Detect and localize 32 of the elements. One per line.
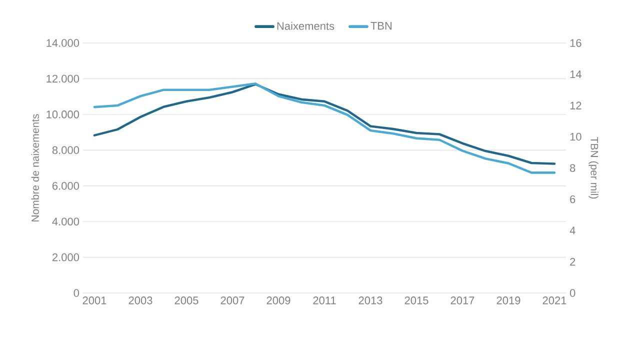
legend-label: TBN — [370, 22, 392, 30]
y-tick-label: 12.000 — [46, 74, 80, 83]
x-tick-label: 2009 — [266, 296, 290, 304]
y2-axis-title: TBN (per mil) — [588, 137, 598, 199]
y-tick-label: 10.000 — [46, 110, 80, 118]
x-tick-label: 2003 — [128, 296, 152, 304]
y-axis-title: Nombre de naixements — [31, 114, 39, 222]
y2-tick-label: 12 — [570, 102, 582, 110]
y2-tick-label: 2 — [570, 258, 576, 266]
y2-tick-label: 6 — [570, 195, 576, 204]
x-tick-label: 2011 — [313, 296, 336, 304]
y2-tick-label: 0 — [570, 289, 576, 297]
x-tick-label: 2017 — [450, 296, 474, 304]
x-tick-label: 2007 — [220, 296, 244, 304]
y-tick-label: 8.000 — [52, 146, 80, 154]
y-tick-label: 4.000 — [52, 218, 80, 226]
y-tick-label: 2.000 — [52, 253, 80, 262]
y-tick-label: 0 — [74, 289, 80, 297]
y2-tick-label: 14 — [570, 70, 582, 78]
y2-tick-label: 4 — [570, 226, 576, 234]
x-tick-label: 2019 — [496, 296, 520, 304]
y2-tick-label: 8 — [570, 164, 576, 172]
legend-label: Naixements — [277, 22, 334, 30]
x-tick-label: 2001 — [82, 296, 106, 304]
y2-tick-label: 10 — [570, 132, 582, 141]
x-tick-label: 2005 — [174, 296, 198, 304]
y-tick-label: 14.000 — [46, 39, 80, 47]
x-tick-label: 2021 — [542, 296, 566, 304]
x-tick-label: 2015 — [404, 296, 428, 304]
y-tick-label: 6.000 — [52, 182, 80, 190]
y2-tick-label: 16 — [570, 39, 582, 47]
x-tick-label: 2013 — [358, 296, 382, 304]
